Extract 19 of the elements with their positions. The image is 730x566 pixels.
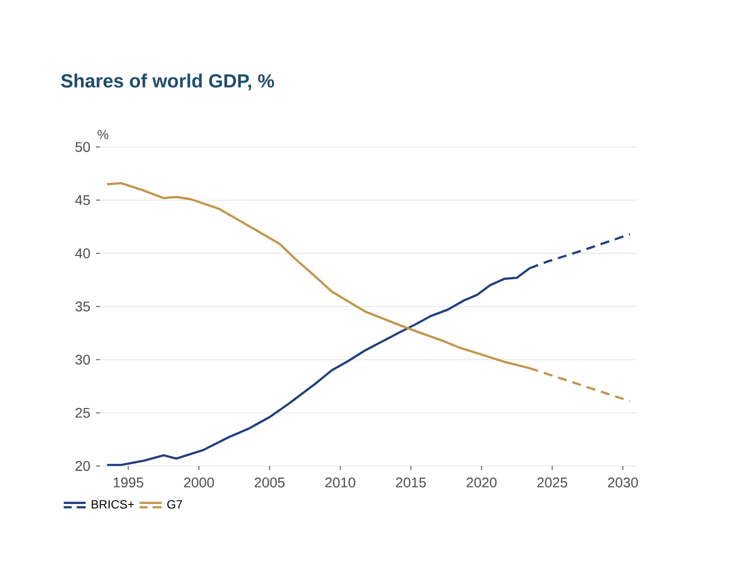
legend-label: G7	[167, 500, 182, 509]
y-tick-label: 45	[75, 195, 90, 206]
y-tick-label: 30	[75, 354, 90, 365]
x-tick-label: 2005	[254, 478, 285, 488]
x-tick-label: 1995	[114, 478, 144, 488]
chart-title: Shares of world GDP, %	[61, 74, 274, 90]
y-tick-label: 50	[75, 142, 90, 152]
x-tick-label: 2025	[537, 478, 568, 488]
x-tick-label: 2015	[396, 478, 426, 488]
y-tick-label: 20	[76, 461, 90, 471]
x-tick-label: 2010	[325, 478, 356, 488]
y-tick-label: 35	[75, 302, 90, 312]
x-tick-label: 2030	[608, 478, 638, 488]
legend-label: BRICS+	[92, 500, 134, 509]
y-axis-title: %	[98, 130, 108, 140]
x-tick-label: 2020	[466, 478, 497, 488]
x-tick-label: 2000	[184, 478, 214, 488]
y-tick-label: 40	[75, 248, 90, 258]
y-tick-label: 25	[76, 408, 90, 418]
